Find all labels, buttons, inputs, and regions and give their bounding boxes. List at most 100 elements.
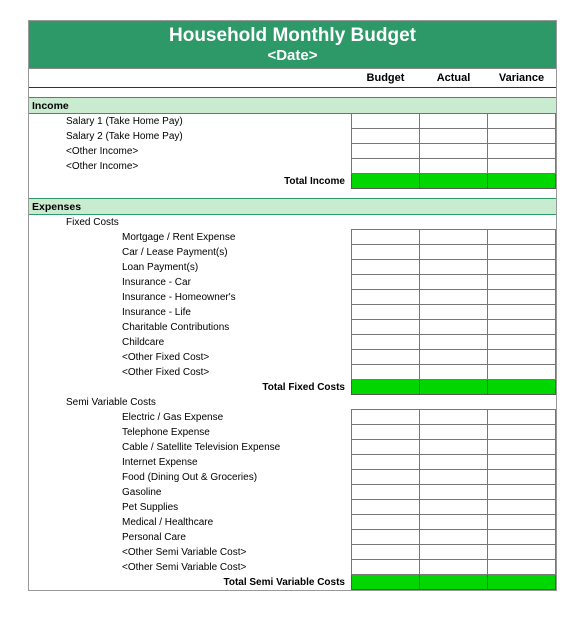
value-cell[interactable] [488,440,556,455]
value-cell[interactable] [488,350,556,365]
value-cell[interactable] [420,114,488,129]
value-cell[interactable] [488,245,556,260]
value-cell[interactable] [420,159,488,174]
section-income: Income [29,98,556,114]
value-cell[interactable] [488,305,556,320]
value-cell[interactable] [420,410,488,425]
value-cell[interactable] [488,545,556,560]
value-cell[interactable] [488,515,556,530]
value-cell[interactable] [488,260,556,275]
value-cell[interactable] [420,144,488,159]
value-cell[interactable] [420,320,488,335]
total-cell [420,380,488,395]
value-cell[interactable] [488,560,556,575]
value-cell[interactable] [420,305,488,320]
line-item: <Other Semi Variable Cost> [29,545,556,560]
value-cell[interactable] [352,305,420,320]
value-cell[interactable] [420,500,488,515]
line-item-label: Medical / Healthcare [119,515,352,530]
value-cell[interactable] [352,365,420,380]
value-cell[interactable] [352,545,420,560]
value-cell[interactable] [488,470,556,485]
value-cell[interactable] [420,425,488,440]
value-cell[interactable] [488,129,556,144]
value-cell[interactable] [352,335,420,350]
value-cell[interactable] [352,440,420,455]
value-cell[interactable] [352,114,420,129]
line-item: Insurance - Life [29,305,556,320]
value-cell[interactable] [352,275,420,290]
value-cell[interactable] [352,290,420,305]
line-item-label: Electric / Gas Expense [119,410,352,425]
value-cell[interactable] [420,350,488,365]
value-cell[interactable] [352,245,420,260]
value-cell[interactable] [352,159,420,174]
value-cell[interactable] [488,230,556,245]
value-cell[interactable] [488,290,556,305]
value-cell[interactable] [488,144,556,159]
value-cell[interactable] [420,290,488,305]
line-item: <Other Fixed Cost> [29,365,556,380]
subsection-fixed: Fixed Costs [29,215,556,230]
value-cell[interactable] [352,470,420,485]
value-cell[interactable] [420,455,488,470]
line-item: Pet Supplies [29,500,556,515]
line-item: Mortgage / Rent Expense [29,230,556,245]
value-cell[interactable] [352,129,420,144]
value-cell[interactable] [420,365,488,380]
total-income: Total Income [29,174,556,189]
value-cell[interactable] [488,455,556,470]
line-item-label: <Other Fixed Cost> [119,365,352,380]
value-cell[interactable] [420,515,488,530]
line-item-label: Childcare [119,335,352,350]
value-cell[interactable] [352,410,420,425]
value-cell[interactable] [352,530,420,545]
total-cell [420,575,488,590]
value-cell[interactable] [488,530,556,545]
sheet-header: Household Monthly Budget <Date> [29,21,556,69]
value-cell[interactable] [488,410,556,425]
value-cell[interactable] [488,365,556,380]
value-cell[interactable] [420,129,488,144]
value-cell[interactable] [420,560,488,575]
subsection-fixed-label: Fixed Costs [63,215,556,230]
value-cell[interactable] [420,230,488,245]
value-cell[interactable] [488,320,556,335]
value-cell[interactable] [420,470,488,485]
budget-sheet: Household Monthly Budget <Date> Budget A… [28,20,557,591]
value-cell[interactable] [488,425,556,440]
value-cell[interactable] [488,275,556,290]
value-cell[interactable] [420,335,488,350]
value-cell[interactable] [420,260,488,275]
value-cell[interactable] [352,260,420,275]
line-item-label: Insurance - Life [119,305,352,320]
value-cell[interactable] [352,350,420,365]
line-item: Cable / Satellite Television Expense [29,440,556,455]
value-cell[interactable] [352,320,420,335]
value-cell[interactable] [352,144,420,159]
value-cell[interactable] [420,245,488,260]
value-cell[interactable] [420,485,488,500]
value-cell[interactable] [420,545,488,560]
value-cell[interactable] [488,159,556,174]
total-cell [488,575,556,590]
value-cell[interactable] [420,275,488,290]
value-cell[interactable] [352,230,420,245]
value-cell[interactable] [488,500,556,515]
value-cell[interactable] [352,560,420,575]
value-cell[interactable] [488,485,556,500]
value-cell[interactable] [420,440,488,455]
value-cell[interactable] [488,335,556,350]
value-cell[interactable] [352,500,420,515]
line-item-label: Telephone Expense [119,425,352,440]
line-item-label: <Other Semi Variable Cost> [119,560,352,575]
sheet-subtitle: <Date> [29,47,556,64]
value-cell[interactable] [352,485,420,500]
line-item-label: <Other Fixed Cost> [119,350,352,365]
value-cell[interactable] [352,425,420,440]
value-cell[interactable] [488,114,556,129]
value-cell[interactable] [420,530,488,545]
line-item: Electric / Gas Expense [29,410,556,425]
value-cell[interactable] [352,455,420,470]
value-cell[interactable] [352,515,420,530]
